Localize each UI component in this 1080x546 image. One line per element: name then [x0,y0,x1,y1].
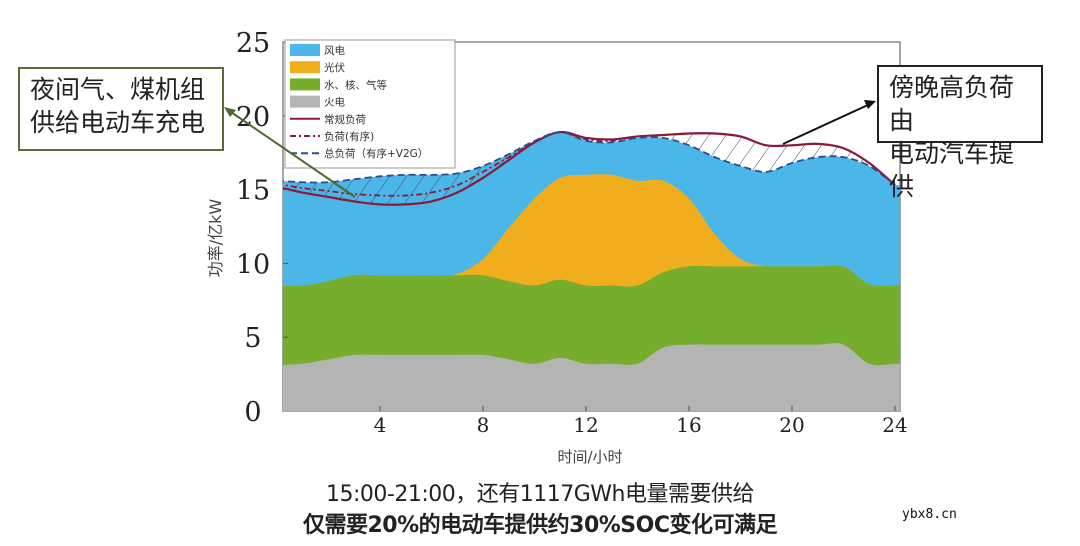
legend-label: 总负荷（有序+V2G） [324,147,428,160]
callout-night-charging: 夜间气、煤机组 供给电动车充电 [18,67,224,151]
hatched-regions [283,132,870,205]
legend-label: 水、核、气等 [324,78,387,91]
y-axis-label: 功率/亿kW [206,199,225,278]
legend-label: 负荷(有序) [324,130,374,143]
y-tick-label: 10 [236,249,270,280]
callout-evening-peak: 傍晚高负荷由 电动汽车提供 [877,65,1043,201]
x-axis-label: 时间/小时 [557,448,622,466]
callout-left-line1: 夜间气、煤机组 [30,75,206,104]
x-tick-label: 16 [676,413,701,437]
legend-label: 火电 [324,96,345,109]
callout-arrows [224,100,876,198]
legend-swatch [290,44,320,56]
stacked-areas [283,132,900,411]
legend-label: 常规负荷 [324,113,366,126]
legend-swatch [290,78,320,91]
arrow-right-head [864,100,876,109]
callout-right-line1: 傍晚高负荷由 [889,73,1015,135]
area-火电 [283,343,900,411]
arrow-right-line [782,103,871,145]
line-总负荷（有序+V2G） [283,131,896,186]
x-tick-label: 12 [573,413,598,437]
legend-label: 光伏 [324,61,345,74]
hatch-night-charging [283,132,561,205]
line-负荷(有序) [283,131,896,197]
x-tick-label: 4 [374,413,387,437]
load-lines [283,130,896,206]
y-tick-label: 0 [244,397,261,428]
legend-swatch [290,61,320,74]
callout-left-line2: 供给电动车充电 [30,108,206,137]
x-tick-label: 20 [779,413,804,437]
y-tick-label: 5 [244,323,261,354]
y-tick-label: 15 [236,176,270,207]
x-tick-label: 24 [882,413,907,437]
arrow-left-head [224,107,236,117]
watermark: ybx8.cn [902,507,957,522]
hatch-evening-discharge [663,133,870,172]
legend-swatch [290,95,320,108]
callout-right-line2: 电动汽车提供 [889,139,1015,201]
caption-energy-gap: 15:00-21:00，还有1117GWh电量需要供给 [326,482,754,507]
legend-label: 风电 [324,44,345,57]
y-tick-label: 25 [236,28,270,59]
caption-ev-conclusion: 仅需要20%的电动车提供约30%SOC变化可满足 [302,513,778,538]
arrow-left-line [227,109,356,198]
x-tick-label: 8 [477,413,490,437]
